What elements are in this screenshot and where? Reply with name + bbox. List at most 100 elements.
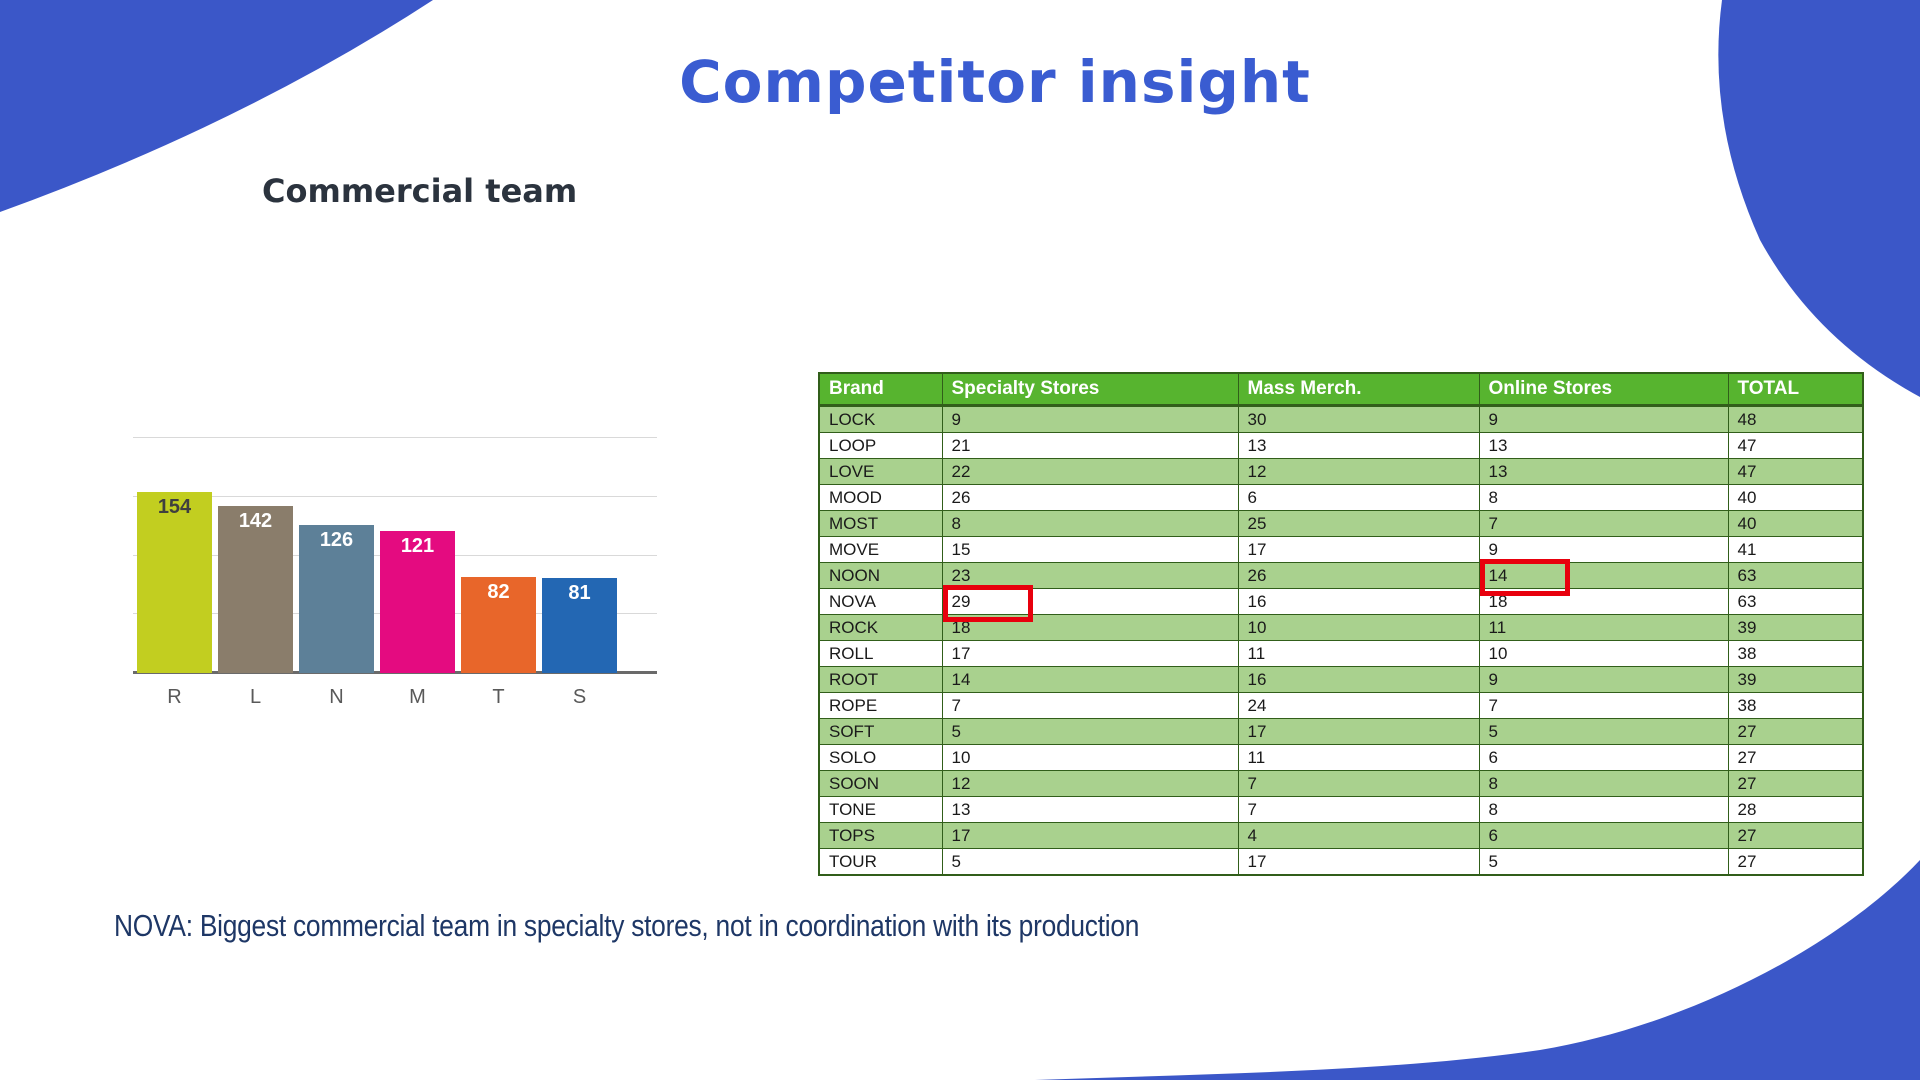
table-cell: 10 [1478,640,1729,667]
table-cell: 27 [1727,744,1864,771]
competitor-table: Brand Specialty Stores Mass Merch. Online S… [818,372,1864,876]
table-cell: 17 [1237,718,1480,745]
table-cell: 7 [1478,510,1729,537]
column-header-brand: Brand [818,372,943,407]
table-cell: 9 [1478,666,1729,693]
table-cell: 16 [1237,588,1480,615]
table-cell: 17 [1237,848,1480,876]
corner-wave-bottom-right [1035,860,1920,1080]
table-cell: MOVE [818,536,943,563]
table-cell: 47 [1727,458,1864,485]
column-header-total: TOTAL [1727,372,1864,407]
table-row-roll: ROLL 17 11 10 38 [818,640,1864,667]
highlight-box-nova [943,585,1033,622]
bar-R: 154 R [137,492,212,708]
bar-category-label: L [249,686,262,708]
bar-value-label: 82 [487,580,510,603]
table-cell: ROLL [818,640,943,667]
bar-N: 126 N [299,524,374,708]
bar-category-label: N [329,686,344,708]
table-cell: 7 [1237,796,1480,823]
table-cell: 5 [941,718,1239,745]
table-cell: 63 [1727,588,1864,615]
table-cell: 14 [1478,562,1729,589]
bar-value-label: 154 [157,496,192,519]
gridline-150 [133,495,657,497]
table-cell: 26 [941,484,1239,511]
table-cell: 6 [1478,744,1729,771]
table-cell: 13 [1237,432,1480,459]
table-row-most: MOST 8 25 7 40 [818,510,1864,537]
table-cell: LOVE [818,458,943,485]
table-cell: 8 [1478,770,1729,797]
table-cell: 8 [941,510,1239,537]
table-cell: 38 [1727,692,1864,719]
table-cell: LOOP [818,432,943,459]
table-row-rope: ROPE 7 24 7 38 [818,692,1864,719]
table-cell: 13 [941,796,1239,823]
column-header-online-stores: Online Stores [1478,372,1729,407]
table-row-tour: TOUR 5 17 5 27 [818,848,1864,876]
table-cell: 39 [1727,666,1864,693]
table-cell: 10 [941,744,1239,771]
table-cell: SOON [818,770,943,797]
table-row-mood: MOOD 26 6 8 40 [818,484,1864,511]
table-cell: ROCK [818,614,943,641]
column-header-mass-merch-: Mass Merch. [1237,372,1480,407]
table-cell: 27 [1727,718,1864,745]
table-cell: 17 [941,640,1239,667]
bar-value-label: 81 [568,581,591,604]
chart-bars: 154 R 142 L 126 N 121 M 82 T 81 S [137,438,617,708]
table-cell: 11 [1237,640,1480,667]
table-cell: 26 [1237,562,1480,589]
table-cell: 21 [941,432,1239,459]
table-row-noon: NOON 23 26 14 63 [818,562,1864,589]
table-cell: 27 [1727,770,1864,797]
table-cell: 7 [1237,770,1480,797]
table-cell: 6 [1478,822,1729,849]
table-cell: 5 [941,848,1239,876]
table-cell: 9 [1478,536,1729,563]
table-cell: 13 [1478,432,1729,459]
table-cell: LOCK [818,405,943,433]
bar-L: 142 L [218,506,293,708]
table-cell: 8 [1478,796,1729,823]
bar-category-label: R [167,686,182,708]
table-row-tops: TOPS 17 4 6 27 [818,822,1864,849]
bar-value-label: 126 [319,528,354,551]
table-cell: 48 [1727,405,1864,433]
column-header-specialty-stores: Specialty Stores [941,372,1239,407]
table-cell: 47 [1727,432,1864,459]
table-cell: 11 [1478,614,1729,641]
table-cell: SOLO [818,744,943,771]
table-cell: 39 [1727,614,1864,641]
table-row-root: ROOT 14 16 9 39 [818,666,1864,693]
table-cell: 10 [1237,614,1480,641]
page-title: Competitor insight [679,48,1311,116]
table-cell: 15 [941,536,1239,563]
bar-category-label: M [409,686,426,708]
table-cell: 9 [1478,405,1729,433]
table-row-solo: SOLO 10 11 6 27 [818,744,1864,771]
bar-value-label: 121 [400,534,435,557]
table-cell: 24 [1237,692,1480,719]
table-header-row: Brand Specialty Stores Mass Merch. Online S… [818,372,1864,407]
table-cell: 7 [1478,692,1729,719]
table-cell: 27 [1727,848,1864,876]
table-cell: 38 [1727,640,1864,667]
table-cell: 16 [1237,666,1480,693]
table-row-soon: SOON 12 7 8 27 [818,770,1864,797]
table-cell: 40 [1727,510,1864,537]
table-row-soft: SOFT 5 17 5 27 [818,718,1864,745]
table-cell: 23 [941,562,1239,589]
table-cell: ROOT [818,666,943,693]
table-cell: 41 [1727,536,1864,563]
table-cell: 9 [941,405,1239,433]
table-cell: SOFT [818,718,943,745]
commercial-team-bar-chart: 154 R 142 L 126 N 121 M 82 T 81 S [133,437,657,708]
table-cell: 7 [941,692,1239,719]
bar-category-label: S [572,686,587,708]
table-cell: 4 [1237,822,1480,849]
table-cell: NOON [818,562,943,589]
